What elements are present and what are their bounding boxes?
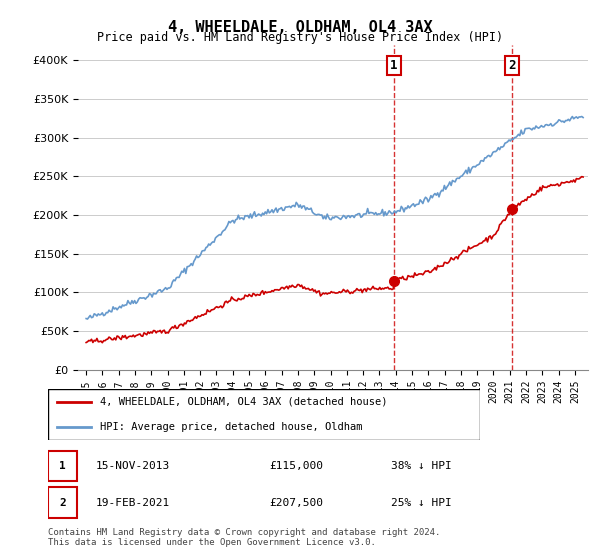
FancyBboxPatch shape: [48, 389, 480, 440]
Text: Price paid vs. HM Land Registry's House Price Index (HPI): Price paid vs. HM Land Registry's House …: [97, 31, 503, 44]
Text: 2: 2: [59, 498, 66, 507]
Text: 15-NOV-2013: 15-NOV-2013: [95, 461, 170, 471]
Text: 2: 2: [508, 59, 515, 72]
Text: HPI: Average price, detached house, Oldham: HPI: Average price, detached house, Oldh…: [100, 422, 362, 432]
FancyBboxPatch shape: [48, 451, 77, 482]
Text: 19-FEB-2021: 19-FEB-2021: [95, 498, 170, 507]
Text: 25% ↓ HPI: 25% ↓ HPI: [391, 498, 452, 507]
Text: 1: 1: [390, 59, 398, 72]
Text: Contains HM Land Registry data © Crown copyright and database right 2024.
This d: Contains HM Land Registry data © Crown c…: [48, 528, 440, 547]
Text: £207,500: £207,500: [270, 498, 324, 507]
Text: 38% ↓ HPI: 38% ↓ HPI: [391, 461, 452, 471]
Text: 4, WHEELDALE, OLDHAM, OL4 3AX (detached house): 4, WHEELDALE, OLDHAM, OL4 3AX (detached …: [100, 397, 388, 407]
Text: 4, WHEELDALE, OLDHAM, OL4 3AX: 4, WHEELDALE, OLDHAM, OL4 3AX: [167, 20, 433, 35]
FancyBboxPatch shape: [48, 487, 77, 518]
Text: 1: 1: [59, 461, 66, 471]
Text: £115,000: £115,000: [270, 461, 324, 471]
